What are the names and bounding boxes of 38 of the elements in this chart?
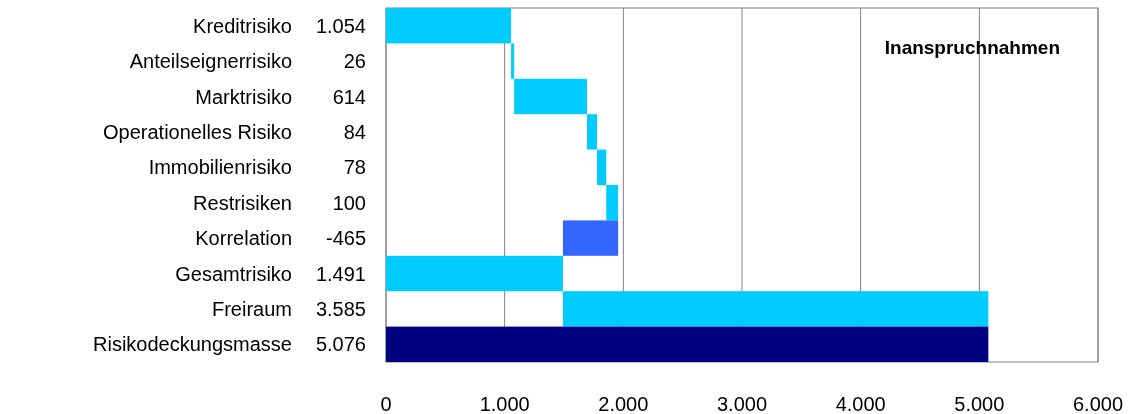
y-tick-label: Immobilienrisiko [148, 156, 292, 179]
bar [514, 78, 588, 115]
bar [511, 43, 515, 79]
data-label: -465 [325, 227, 366, 250]
x-tick-label: 2.000 [598, 393, 649, 414]
y-tick-label: Anteilseignerrisiko [129, 50, 292, 73]
x-tick-label: 5.000 [954, 393, 1005, 414]
bar [562, 220, 619, 256]
y-tick-label: Risikodeckungsmasse [93, 333, 292, 356]
data-label: 100 [332, 191, 366, 214]
y-tick-label: Freiraum [211, 297, 292, 320]
y-tick-label: Kreditrisiko [193, 14, 292, 37]
data-label: 5.076 [315, 333, 366, 356]
bar [587, 114, 597, 150]
data-label: 3.585 [315, 297, 366, 320]
y-tick-label: Operationelles Risiko [103, 120, 292, 143]
bar [386, 326, 989, 362]
x-tick-label: 3.000 [716, 393, 768, 414]
data-label: 614 [332, 85, 366, 108]
bar [596, 149, 607, 185]
x-tick-label: 4.000 [835, 393, 886, 414]
x-tick-label: 1.000 [479, 393, 530, 414]
y-tick-label: Korrelation [195, 227, 292, 250]
bar [386, 255, 563, 292]
bar [386, 8, 512, 44]
data-label: 26 [343, 50, 366, 73]
bar [562, 291, 989, 327]
y-tick-label: Restrisiken [193, 191, 292, 214]
text: Inanspruchnahmen [884, 37, 1060, 58]
bar [606, 185, 619, 221]
data-label: 84 [343, 120, 366, 143]
data-label: 1.054 [315, 14, 366, 37]
y-tick-label: Marktrisiko [195, 85, 292, 108]
x-tick-label: 0 [380, 393, 392, 414]
y-tick-label: Gesamtrisiko [175, 262, 292, 285]
x-tick-label: 6.000 [1072, 393, 1124, 414]
data-label: 1.491 [315, 262, 366, 285]
data-label: 78 [343, 156, 366, 179]
